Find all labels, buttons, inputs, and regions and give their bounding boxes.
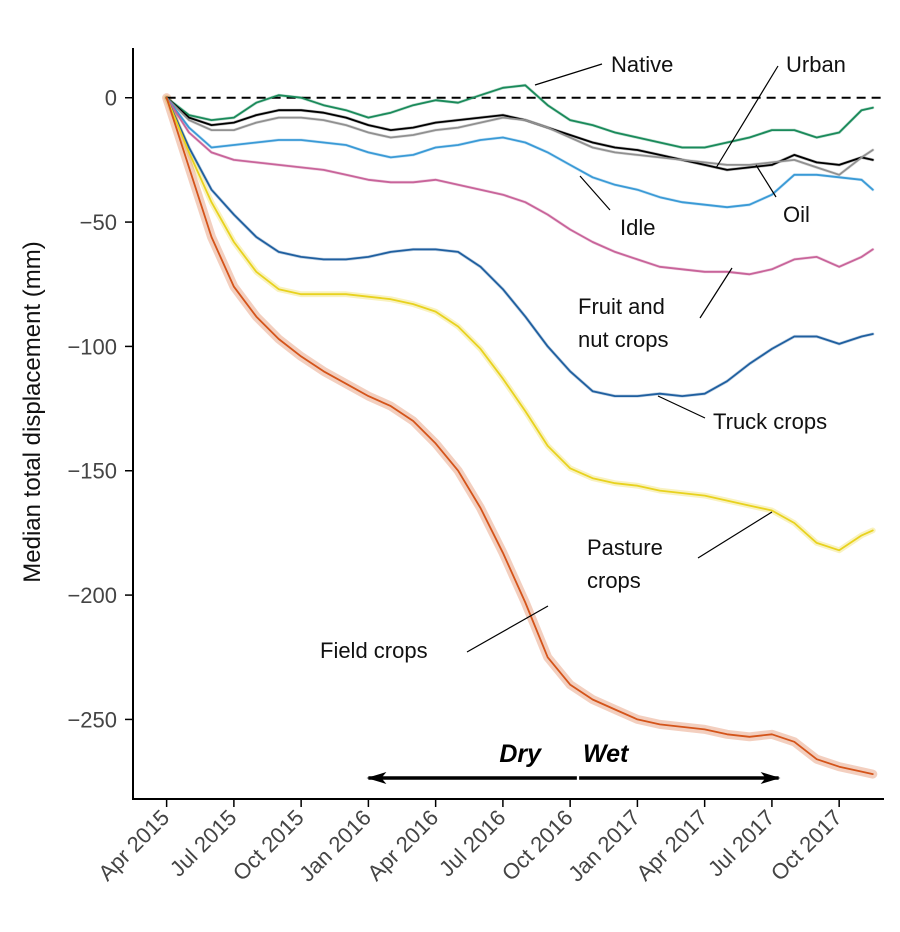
y-tick-label: 0 <box>105 86 117 111</box>
label-pasture-line2: crops <box>587 568 641 593</box>
x-tick-label: Oct 2016 <box>497 805 578 886</box>
idle-leader <box>579 175 611 211</box>
label-idle: Idle <box>620 215 655 240</box>
band-urban <box>165 96 875 172</box>
x-tick-label: Oct 2017 <box>766 805 847 886</box>
pasture-leader <box>697 511 773 559</box>
leader-lines <box>466 63 779 653</box>
series-line-idle <box>165 96 874 209</box>
series-line-field-crops <box>165 96 874 775</box>
y-tick-label: −200 <box>67 583 117 608</box>
series-line-urban <box>165 96 874 171</box>
y-tick-label: −250 <box>67 707 117 732</box>
label-truck: Truck crops <box>713 409 827 434</box>
oil-leader <box>755 164 777 198</box>
y-tick-label: −50 <box>80 210 117 235</box>
y-ticks: 0 −50 −100 −150 −200 −250 <box>67 86 133 732</box>
label-native: Native <box>611 52 673 77</box>
x-tick-label: Oct 2015 <box>228 805 309 886</box>
band-idle <box>165 96 875 209</box>
series-annotations: Native Urban Oil Idle Fruit and nut crop… <box>320 52 846 663</box>
truck-leader <box>657 395 706 419</box>
x-tick-label: Jan 2017 <box>563 805 645 887</box>
band-native <box>165 83 875 149</box>
x-tick-label: Apr 2016 <box>362 805 443 886</box>
label-fruit-line2: nut crops <box>578 327 669 352</box>
x-tick-label: Apr 2017 <box>631 805 712 886</box>
label-oil: Oil <box>783 202 810 227</box>
y-axis-label: Median total displacement (mm) <box>19 241 46 582</box>
series-line-oil <box>165 96 874 176</box>
series-lines <box>165 84 874 775</box>
label-field: Field crops <box>320 638 428 663</box>
y-tick-label: −150 <box>67 459 117 484</box>
field-leader <box>466 605 549 653</box>
series-line-fruit-and-nut-crops <box>165 96 874 276</box>
y-tick-label: −100 <box>67 334 117 359</box>
dry-season-label: Dry <box>499 740 542 768</box>
x-tick-label: Apr 2015 <box>93 805 174 886</box>
series-line-truck-crops <box>165 96 874 398</box>
label-urban: Urban <box>786 52 846 77</box>
fruit-leader <box>699 267 733 319</box>
x-tick-label: Jan 2016 <box>294 805 376 887</box>
series-line-pasture-crops <box>165 96 874 552</box>
native-leader <box>534 63 603 86</box>
label-fruit-line1: Fruit and <box>578 294 665 319</box>
urban-leader <box>715 65 779 169</box>
label-pasture-line1: Pasture <box>587 535 663 560</box>
series-line-native <box>165 84 874 149</box>
season-indicators: Dry Wet <box>366 740 781 784</box>
wet-season-label: Wet <box>583 740 630 768</box>
